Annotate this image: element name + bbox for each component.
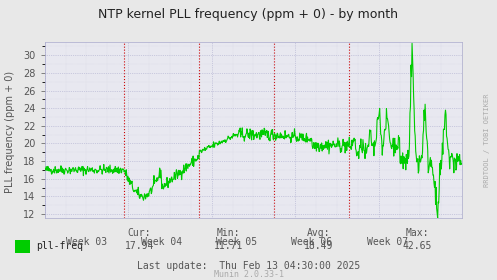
Text: Week 03: Week 03 — [66, 237, 107, 247]
Text: Week 05: Week 05 — [216, 237, 257, 247]
Text: Cur:: Cur: — [127, 228, 151, 238]
Text: 18.49: 18.49 — [303, 241, 333, 251]
Text: Max:: Max: — [406, 228, 429, 238]
Text: Min:: Min: — [217, 228, 241, 238]
Text: Munin 2.0.33-1: Munin 2.0.33-1 — [214, 270, 283, 279]
Text: RRDTOOL / TOBI OETIKER: RRDTOOL / TOBI OETIKER — [484, 93, 490, 187]
Text: pll-freq: pll-freq — [36, 241, 83, 251]
Text: 42.65: 42.65 — [403, 241, 432, 251]
FancyBboxPatch shape — [15, 240, 30, 253]
Text: Last update:  Thu Feb 13 04:30:00 2025: Last update: Thu Feb 13 04:30:00 2025 — [137, 261, 360, 271]
Text: NTP kernel PLL frequency (ppm + 0) - by month: NTP kernel PLL frequency (ppm + 0) - by … — [98, 8, 399, 21]
Text: 17.94: 17.94 — [124, 241, 154, 251]
Text: Avg:: Avg: — [306, 228, 330, 238]
Text: Week 06: Week 06 — [291, 237, 332, 247]
Text: 11.71: 11.71 — [214, 241, 244, 251]
Text: PLL frequency (ppm + 0): PLL frequency (ppm + 0) — [5, 71, 15, 193]
Text: Week 04: Week 04 — [141, 237, 182, 247]
Text: Week 07: Week 07 — [366, 237, 408, 247]
